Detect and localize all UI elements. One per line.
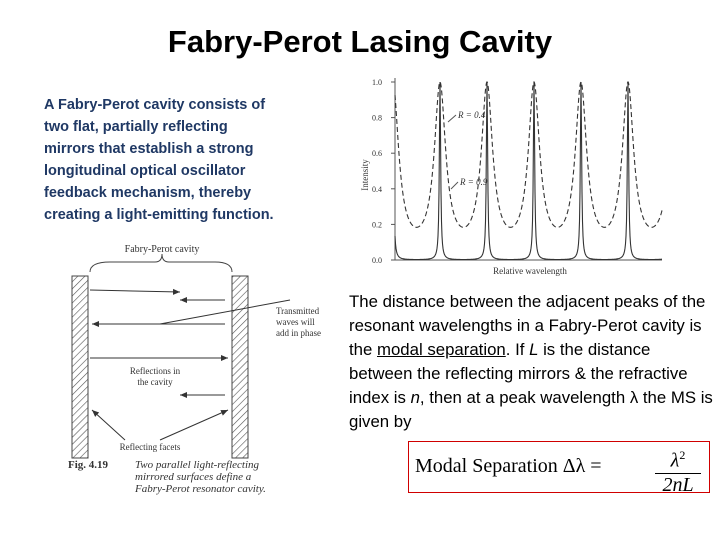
- text-line: mirrors that establish a strong: [44, 141, 254, 157]
- arrow: [89, 288, 181, 295]
- text: n: [410, 388, 420, 407]
- bracket: [89, 253, 233, 273]
- y-tick-label: 0.2: [372, 220, 382, 229]
- text: , then at a peak wavelength λ the MS is …: [349, 388, 713, 431]
- curve-label: R = 0.9: [459, 177, 488, 187]
- intensity-plot: 0.0 0.2 0.4 0.6 0.8 1.0 Intensity Relative wave…: [360, 78, 663, 276]
- curve-label: R = 0.4: [457, 110, 486, 120]
- text: . If: [505, 340, 530, 359]
- transmitted-label: add in phase: [276, 328, 321, 338]
- reflections-label: the cavity: [137, 377, 173, 387]
- text-line: creating a light-emitting function.: [44, 207, 274, 223]
- formula-box: Modal Separation Δλ = λ2 2nL: [408, 441, 710, 496]
- cavity-diagram: Fabry-Perot cavity Transmitted waves wil…: [68, 244, 321, 495]
- leader: [447, 114, 457, 123]
- left-text: A Fabry-Perot cavity consists of two flat…: [44, 94, 274, 226]
- y-tick-label: 0.0: [372, 256, 382, 265]
- x-axis-label: Relative wavelength: [493, 266, 567, 276]
- text: The distance between the adjacent peaks …: [349, 292, 706, 359]
- arrow: [159, 299, 291, 325]
- caption: Two parallel light-reflecting: [135, 459, 260, 471]
- reflections-label: Reflections in: [130, 366, 181, 376]
- text-line: two flat, partially reflecting: [44, 119, 228, 135]
- formula-lhs: Modal Separation Δλ =: [415, 455, 602, 477]
- text-line: A Fabry-Perot cavity consists of: [44, 97, 266, 113]
- text: modal separation: [377, 340, 506, 359]
- slide-title: Fabry-Perot Lasing Cavity: [167, 24, 553, 59]
- y-axis-label: Intensity: [360, 159, 370, 191]
- leader: [450, 181, 459, 190]
- mirror: [231, 275, 249, 459]
- y-tick-label: 1.0: [372, 78, 382, 87]
- cavity-label: Fabry-Perot cavity: [125, 244, 200, 255]
- exponent: 2: [679, 448, 686, 462]
- text: L: [529, 340, 539, 359]
- numerator: λ2: [655, 444, 701, 474]
- curve: [394, 80, 663, 228]
- y-tick-label: 0.8: [372, 114, 382, 123]
- mirror: [71, 275, 89, 459]
- text-line: longitudinal optical oscillator: [44, 163, 246, 179]
- facets-label: Reflecting facets: [120, 442, 181, 452]
- text: is the distance between the reflecting m…: [349, 340, 688, 407]
- right-text: The distance between the adjacent peaks …: [349, 290, 717, 434]
- denominator: 2nL: [662, 473, 694, 496]
- transmitted-label: waves will: [276, 317, 315, 327]
- caption: Fabry-Perot resonator cavity.: [134, 483, 266, 495]
- transmitted-label: Transmitted: [276, 306, 320, 316]
- text-line: feedback mechanism, thereby: [44, 185, 252, 201]
- y-tick-label: 0.4: [372, 185, 382, 194]
- arrow: [159, 409, 229, 441]
- lambda: λ: [670, 449, 680, 472]
- y-tick-label: 0.6: [372, 149, 382, 158]
- caption: mirrored surfaces define a: [135, 471, 252, 483]
- fraction: λ2 2nL: [655, 444, 701, 497]
- arrow: [91, 409, 126, 441]
- curve: [394, 81, 663, 261]
- fig-number: Fig. 4.19: [68, 459, 109, 471]
